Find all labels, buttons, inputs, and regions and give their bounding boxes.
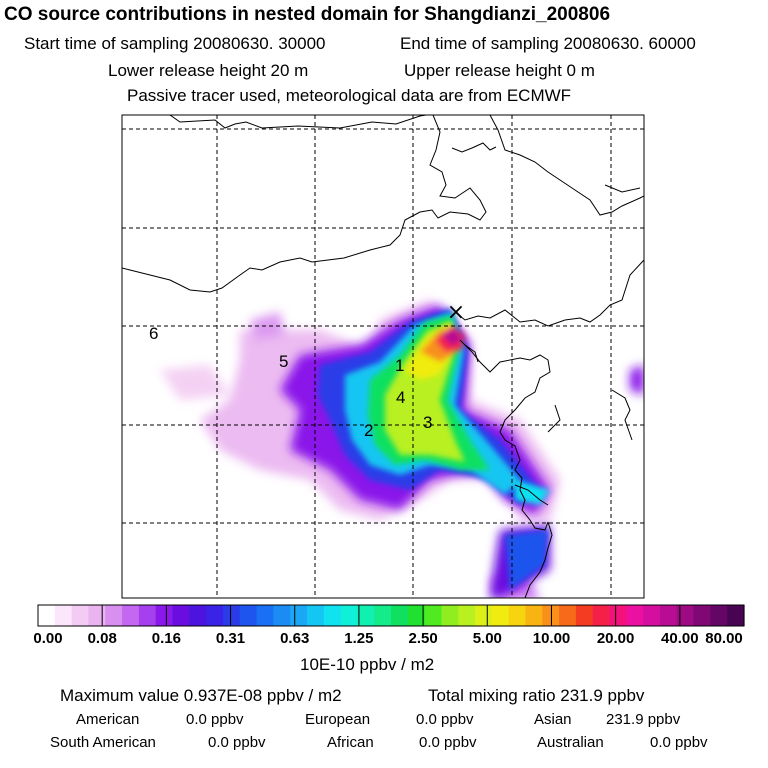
end-time: End time of sampling 20080630. 60000: [400, 34, 696, 53]
contrib-value-asian: 231.9 ppbv: [606, 711, 681, 728]
colorbar-tick-label: 1.25: [344, 630, 374, 647]
region-label-5: 5: [279, 352, 288, 371]
colorbar-cell: [559, 605, 577, 626]
colorbar-cell: [273, 605, 291, 626]
colorbar-cell: [727, 605, 745, 626]
region-label-6: 6: [149, 324, 158, 343]
colorbar-tick-label: 80.00: [705, 630, 743, 647]
colorbar: [37, 604, 745, 627]
concentration-field: [160, 300, 644, 598]
colorbar-cell: [256, 605, 274, 626]
colorbar-cells: [38, 605, 745, 626]
colorbar-cell: [391, 605, 409, 626]
colorbar-cell: [38, 605, 56, 626]
colorbar-cell: [155, 605, 174, 626]
contrib-label-australian: Australian: [537, 734, 604, 751]
lower-release-height: Lower release height 20 m: [108, 61, 309, 80]
colorbar-cell: [206, 605, 224, 626]
contrib-value-american: 0.0 ppbv: [186, 711, 244, 728]
region-labels: 1 2 3 4 5 6: [149, 324, 432, 440]
colorbar-cell: [374, 605, 392, 626]
colorbar-tick-label: 20.00: [596, 630, 635, 647]
coastlines: [122, 115, 644, 598]
colorbar-cell: [710, 605, 728, 626]
colorbar-cell: [340, 605, 358, 626]
colorbar-tick-label: 2.50: [408, 630, 438, 647]
colorbar-cell: [626, 605, 644, 626]
colorbar-cell: [676, 605, 695, 626]
colorbar-cell: [357, 605, 375, 626]
contrib-label-south-american: South American: [50, 734, 156, 751]
colorbar-unit: 10E-10 ppbv / m2: [300, 655, 435, 674]
colorbar-cell: [693, 605, 711, 626]
colorbar-tick-label: 0.00: [33, 630, 63, 647]
contrib-value-european: 0.0 ppbv: [416, 711, 474, 728]
colorbar-tick-label: 5.00: [472, 630, 502, 647]
receptor-marker: ×: [447, 300, 465, 325]
colorbar-ticks: [37, 605, 745, 626]
region-label-4: 4: [396, 388, 405, 407]
colorbar-cell: [222, 605, 241, 626]
contrib-label-american: American: [76, 711, 140, 728]
upper-release-height: Upper release height 0 m: [404, 61, 595, 80]
colorbar-cell: [491, 605, 510, 626]
colorbar-cell: [475, 605, 493, 626]
colorbar-cell: [71, 605, 90, 626]
colorbar-cell: [441, 605, 459, 626]
region-label-2: 2: [364, 421, 373, 440]
contrib-label-asian: Asian: [534, 711, 572, 728]
start-time: Start time of sampling 20080630. 30000: [24, 34, 326, 53]
colorbar-cell: [643, 605, 661, 626]
colorbar-cell: [424, 605, 443, 626]
map-panel: × 1 2 3 4 5 6: [121, 114, 645, 599]
colorbar-cell: [138, 605, 157, 626]
contrib-value-australian: 0.0 ppbv: [650, 734, 708, 751]
colorbar-cell: [323, 605, 342, 626]
contrib-label-european: European: [305, 711, 371, 728]
region-label-1: 1: [395, 356, 404, 375]
tracer-note: Passive tracer used, meteorological data…: [127, 86, 572, 105]
colorbar-cell: [407, 605, 426, 626]
plot-title: CO source contributions in nested domain…: [4, 4, 611, 25]
colorbar-cell: [172, 605, 190, 626]
colorbar-tick-label: 0.63: [280, 630, 310, 647]
colorbar-tick-label: 0.31: [215, 630, 246, 647]
colorbar-cell: [239, 605, 258, 626]
contrib-label-african: African: [327, 734, 374, 751]
lat-lon-grid: [122, 115, 644, 598]
colorbar-cell: [189, 605, 207, 626]
colorbar-cell: [525, 605, 543, 626]
colorbar-cell: [508, 605, 527, 626]
colorbar-cell: [306, 605, 325, 626]
contrib-value-african: 0.0 ppbv: [419, 734, 477, 751]
colorbar-cell: [105, 605, 123, 626]
colorbar-cell: [122, 605, 140, 626]
colorbar-cell: [659, 605, 678, 626]
colorbar-tick-label: 10.00: [532, 630, 571, 647]
contrib-value-south-american: 0.0 ppbv: [208, 734, 266, 751]
colorbar-tick-label: 40.00: [661, 630, 699, 647]
colorbar-cell: [88, 605, 106, 626]
region-label-3: 3: [423, 413, 432, 432]
colorbar-cell: [609, 605, 627, 626]
colorbar-tick-label: 0.08: [87, 630, 117, 647]
colorbar-cell: [290, 605, 308, 626]
total-mixing-ratio: Total mixing ratio 231.9 ppbv: [428, 686, 645, 705]
map-frame: [121, 114, 645, 599]
colorbar-cell: [458, 605, 476, 626]
colorbar-cell: [575, 605, 594, 626]
colorbar-cell: [592, 605, 611, 626]
maximum-value: Maximum value 0.937E-08 ppbv / m2: [60, 686, 342, 705]
colorbar-tick-label: 0.16: [151, 630, 181, 647]
colorbar-cell: [54, 605, 73, 626]
